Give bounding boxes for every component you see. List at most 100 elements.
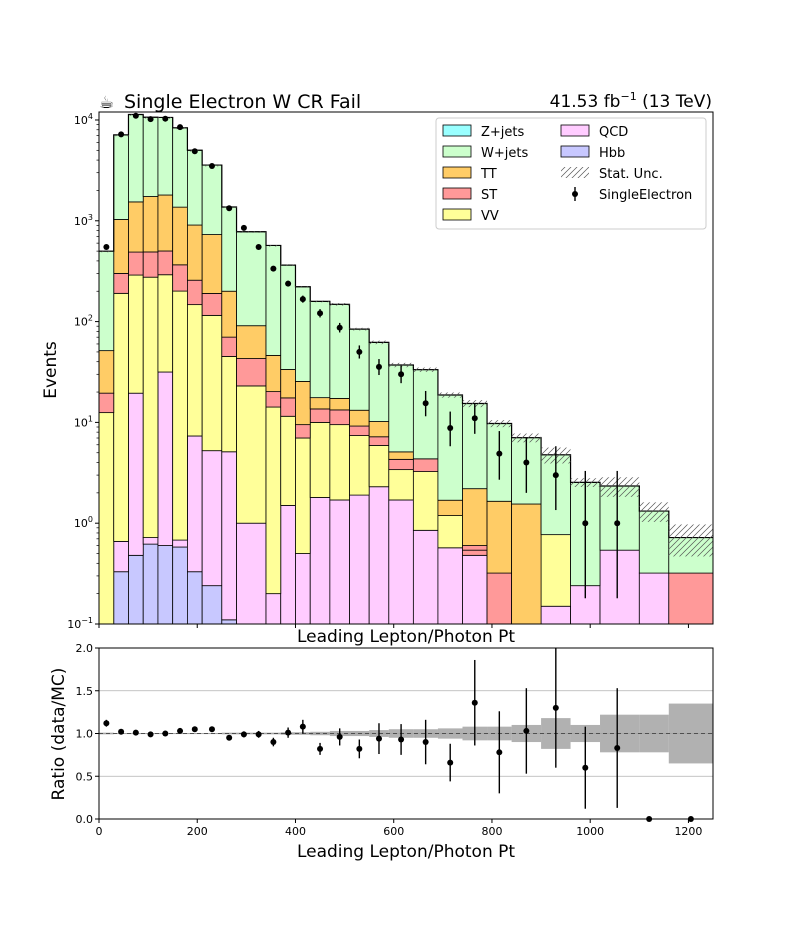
data-point: [177, 124, 184, 131]
stack-bar: [368, 436, 390, 446]
stat-unc-hatch: [266, 245, 281, 247]
legend-swatch: [442, 124, 472, 137]
ratio-point: [523, 727, 530, 734]
stack-bar: [349, 494, 370, 624]
stack-bar: [486, 572, 513, 624]
stack-bar: [99, 392, 115, 414]
data-point: [270, 265, 277, 272]
data-point: [162, 115, 169, 122]
stack-bar: [437, 499, 463, 516]
stack-bar: [599, 549, 640, 624]
legend-swatch: [442, 187, 472, 200]
data-point: [132, 112, 139, 119]
legend-label: W+jets: [481, 146, 528, 161]
stat-unc-hatch: [369, 340, 389, 345]
stack-bar: [221, 356, 237, 453]
stack-bar: [368, 486, 390, 624]
stack-bar: [329, 397, 350, 411]
stack-bar: [113, 272, 129, 294]
stack-bar: [638, 572, 670, 624]
ratio-point: [356, 745, 363, 752]
stack-bar: [99, 250, 115, 352]
stat-unc-hatch: [437, 392, 463, 398]
stack-bar: [265, 245, 282, 356]
stack-bar: [295, 553, 311, 624]
stack-bar: [128, 114, 144, 203]
stack-bar: [437, 547, 463, 624]
stack-bar: [388, 469, 414, 501]
stack-bar: [172, 206, 188, 266]
stack-bar: [128, 201, 144, 253]
ratio-point: [191, 726, 198, 733]
stack-bar: [437, 394, 463, 501]
stack-bar: [187, 149, 203, 226]
legend-label: SingleElectron: [599, 188, 692, 203]
stack-bar: [265, 391, 282, 408]
y-tick-label: 101: [74, 414, 93, 429]
stack-bar: [113, 292, 129, 542]
data-point: [103, 243, 110, 250]
stack-bar: [201, 314, 223, 452]
ratio-point: [147, 731, 154, 738]
ratio-x-tick-label: 1000: [576, 825, 604, 838]
ratio-data-points: [103, 648, 694, 822]
legend-label: Stat. Unc.: [599, 167, 663, 182]
series-st-2: [462, 549, 713, 624]
stack-bar: [201, 450, 223, 587]
ratio-point: [226, 734, 233, 741]
stack-bar: [309, 497, 331, 624]
stat-unc-hatch: [280, 264, 296, 266]
stat-unc-hatch: [413, 367, 438, 372]
stack-bar: [236, 325, 267, 359]
stack-bar: [388, 451, 414, 460]
stack-bar: [280, 397, 296, 417]
stack-bar: [412, 458, 439, 472]
ratio-point: [552, 704, 559, 711]
ratio-point: [317, 745, 324, 752]
stack-bar: [113, 540, 129, 573]
stack-bar: [157, 274, 174, 373]
stack-bar: [187, 279, 203, 306]
data-point: [285, 280, 292, 287]
stat-unc-hatch: [329, 303, 350, 306]
stack-bar: [329, 409, 350, 426]
lumi-energy: (13 TeV): [642, 92, 712, 112]
ratio-point: [614, 745, 621, 752]
data-point: [118, 131, 125, 138]
stack-bar: [280, 415, 296, 506]
stat-unc-hatch: [295, 286, 311, 288]
ratio-point: [447, 759, 454, 766]
ratio-point: [285, 729, 292, 736]
stack-bar: [280, 369, 296, 399]
data-point: [422, 400, 429, 407]
stack-bar: [349, 409, 370, 427]
stack-bar: [142, 251, 159, 278]
ratio-y-tick-label: 2.0: [76, 642, 94, 655]
data-point: [147, 116, 154, 123]
title-icon: ☕: [99, 93, 114, 113]
legend-entry: W+jets: [442, 145, 528, 161]
legend-entry: Stat. Unc.: [561, 167, 663, 182]
data-point: [447, 424, 454, 431]
main-plot-frame: [98, 111, 714, 625]
stack-bar: [280, 505, 296, 624]
ratio-point: [496, 749, 503, 756]
stack-bar: [142, 276, 159, 538]
legend-swatch: [442, 208, 472, 221]
y-tick-label: 100: [74, 515, 93, 530]
data-point: [240, 224, 247, 231]
data-point: [523, 459, 530, 466]
stat-unc-hatch: [487, 420, 512, 428]
stack-bar: [388, 499, 414, 624]
stat-unc-hatch: [310, 300, 330, 303]
stack-bar: [113, 219, 129, 274]
stack-bar: [236, 522, 267, 624]
stack-bar: [349, 328, 370, 411]
stack-bar: [329, 424, 350, 501]
series-qcd-1: [113, 371, 670, 624]
stack-bar: [172, 546, 188, 624]
data-point: [471, 415, 478, 422]
legend-entry: QCD: [560, 124, 628, 140]
stack-bar: [172, 290, 188, 541]
ratio-x-axis-ticks: 0 200 400 600 800 1000 1200: [96, 819, 702, 838]
